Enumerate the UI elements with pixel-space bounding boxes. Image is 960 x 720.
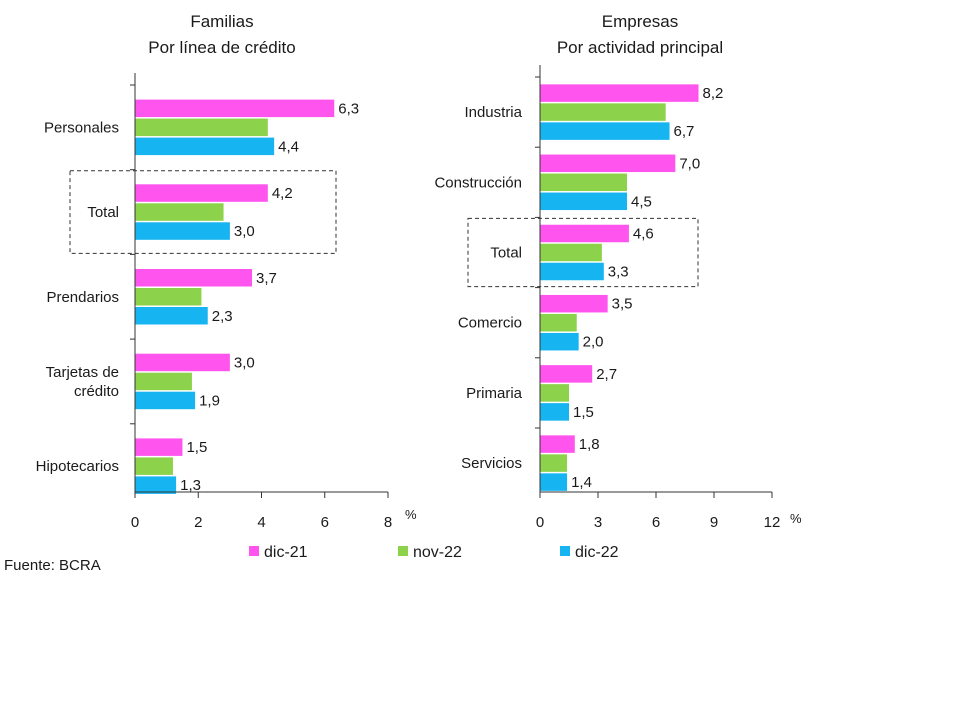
empresas-x-tick-label-9: 9 xyxy=(710,514,718,531)
empresas-bar-dic-22-servicios xyxy=(540,473,568,491)
empresas-bar-nov-22-industria xyxy=(540,103,666,121)
empresas-x-unit: % xyxy=(790,511,802,526)
empresas-bar-nov-22-comercio xyxy=(540,313,577,332)
familias-category-label-hipotecarios: Hipotecarios xyxy=(36,458,119,475)
empresas-x-tick-label-6: 6 xyxy=(652,514,660,531)
empresas-value-label-dic-21-construccion: 7,0 xyxy=(679,155,700,172)
empresas-value-label-dic-22-comercio: 2,0 xyxy=(583,334,604,351)
familias-bar-dic-22-prendarios xyxy=(135,307,208,325)
legend-label-dic-21: dic-21 xyxy=(264,544,308,561)
empresas-bar-dic-22-primaria xyxy=(540,403,569,421)
legend-swatch-nov-22 xyxy=(398,546,408,556)
empresas-bar-dic-21-industria xyxy=(540,84,699,102)
familias-title: Familias xyxy=(190,12,253,31)
familias-bar-dic-21-prendarios xyxy=(135,269,253,287)
empresas-value-label-dic-22-primaria: 1,5 xyxy=(573,404,594,421)
familias-bar-nov-22-personales xyxy=(135,118,268,137)
empresas-x-tick-label-12: 12 xyxy=(764,514,781,531)
empresas-value-label-dic-21-comercio: 3,5 xyxy=(612,296,633,313)
legend-swatch-dic-21 xyxy=(249,546,259,556)
familias-bar-dic-22-tarjetas-de-credito xyxy=(135,391,196,410)
familias-bar-dic-21-hipotecarios xyxy=(135,438,183,456)
empresas-category-label-servicios: Servicios xyxy=(461,455,522,472)
familias-x-tick-label-2: 2 xyxy=(194,514,202,531)
empresas-value-label-dic-21-servicios: 1,8 xyxy=(579,436,600,453)
empresas-bar-dic-21-comercio xyxy=(540,294,608,313)
familias-value-label-dic-22-hipotecarios: 1,3 xyxy=(180,477,201,494)
empresas-category-label-construccion: Construcción xyxy=(434,174,522,191)
empresas-bar-nov-22-total xyxy=(540,243,602,262)
empresas-panel: Empresas Por actividad principal % Indus… xyxy=(434,12,802,531)
familias-value-label-dic-22-tarjetas-de-credito: 1,9 xyxy=(199,392,220,409)
empresas-bar-dic-21-primaria xyxy=(540,365,593,383)
empresas-bar-nov-22-construccion xyxy=(540,173,627,192)
familias-highlight-box-total xyxy=(69,170,337,254)
familias-value-label-dic-21-prendarios: 3,7 xyxy=(256,270,277,287)
empresas-bar-dic-22-industria xyxy=(540,122,670,140)
familias-x-unit: % xyxy=(405,507,417,522)
familias-category-label-personales: Personales xyxy=(44,119,119,136)
familias-value-label-dic-21-tarjetas-de-credito: 3,0 xyxy=(234,354,255,371)
familias-x-tick-label-8: 8 xyxy=(384,514,392,531)
empresas-subtitle: Por actividad principal xyxy=(557,38,723,57)
familias-bar-nov-22-prendarios xyxy=(135,288,202,306)
familias-bar-nov-22-total xyxy=(135,203,224,221)
legend-label-dic-22: dic-22 xyxy=(575,544,619,561)
empresas-bar-dic-21-servicios xyxy=(540,435,575,453)
familias-value-label-dic-21-personales: 6,3 xyxy=(338,100,359,117)
empresas-bar-dic-22-construccion xyxy=(540,192,627,211)
familias-bar-nov-22-tarjetas-de-credito xyxy=(135,372,192,391)
familias-bar-nov-22-hipotecarios xyxy=(135,457,173,475)
empresas-bar-nov-22-servicios xyxy=(540,454,568,472)
empresas-value-label-dic-22-industria: 6,7 xyxy=(674,123,695,140)
familias-value-label-dic-21-hipotecarios: 1,5 xyxy=(186,439,207,456)
empresas-category-label-industria: Industria xyxy=(464,104,522,121)
familias-x-tick-label-6: 6 xyxy=(321,514,329,531)
familias-x-tick-label-4: 4 xyxy=(257,514,265,531)
source-note: Fuente: BCRA xyxy=(4,557,101,574)
legend-swatch-dic-22 xyxy=(560,546,570,556)
empresas-highlight-box-total xyxy=(467,217,699,288)
empresas-value-label-dic-22-servicios: 1,4 xyxy=(571,474,592,491)
familias-panel: Familias Por línea de crédito % Personal… xyxy=(36,12,417,531)
familias-bar-dic-22-personales xyxy=(135,137,275,156)
familias-value-label-dic-22-total: 3,0 xyxy=(234,223,255,240)
familias-bar-dic-21-tarjetas-de-credito xyxy=(135,353,230,372)
empresas-x-tick-label-0: 0 xyxy=(536,514,544,531)
empresas-value-label-dic-21-industria: 8,2 xyxy=(703,85,724,102)
empresas-bar-dic-22-total xyxy=(540,262,604,281)
empresas-value-label-dic-21-total: 4,6 xyxy=(633,226,654,243)
empresas-category-label-comercio: Comercio xyxy=(458,315,522,332)
empresas-value-label-dic-22-total: 3,3 xyxy=(608,264,629,281)
familias-bar-dic-21-personales xyxy=(135,99,335,118)
familias-category-label-tarjetas-de-credito: Tarjetas de crédito xyxy=(46,364,119,400)
empresas-category-label-primaria: Primaria xyxy=(466,385,522,402)
familias-bar-dic-22-total xyxy=(135,222,230,240)
legend: dic-21 nov-22 dic-22 xyxy=(249,544,619,561)
familias-value-label-dic-22-prendarios: 2,3 xyxy=(212,308,233,325)
empresas-bar-dic-21-construccion xyxy=(540,154,676,173)
empresas-x-tick-label-3: 3 xyxy=(594,514,602,531)
familias-bar-dic-21-total xyxy=(135,184,268,202)
empresas-value-label-dic-22-construccion: 4,5 xyxy=(631,193,652,210)
legend-label-nov-22: nov-22 xyxy=(413,544,462,561)
familias-value-label-dic-22-personales: 4,4 xyxy=(278,138,299,155)
familias-value-label-dic-21-total: 4,2 xyxy=(272,185,293,202)
empresas-bar-dic-21-total xyxy=(540,224,629,243)
empresas-category-label-total: Total xyxy=(490,245,522,262)
familias-category-label-prendarios: Prendarios xyxy=(46,289,119,306)
empresas-bar-dic-22-comercio xyxy=(540,332,579,351)
familias-category-label-total: Total xyxy=(87,204,119,221)
empresas-title: Empresas xyxy=(602,12,679,31)
empresas-bar-nov-22-primaria xyxy=(540,384,569,402)
familias-subtitle: Por línea de crédito xyxy=(148,38,295,57)
familias-bar-dic-22-hipotecarios xyxy=(135,476,177,494)
empresas-value-label-dic-21-primaria: 2,7 xyxy=(596,366,617,383)
familias-x-tick-label-0: 0 xyxy=(131,514,139,531)
